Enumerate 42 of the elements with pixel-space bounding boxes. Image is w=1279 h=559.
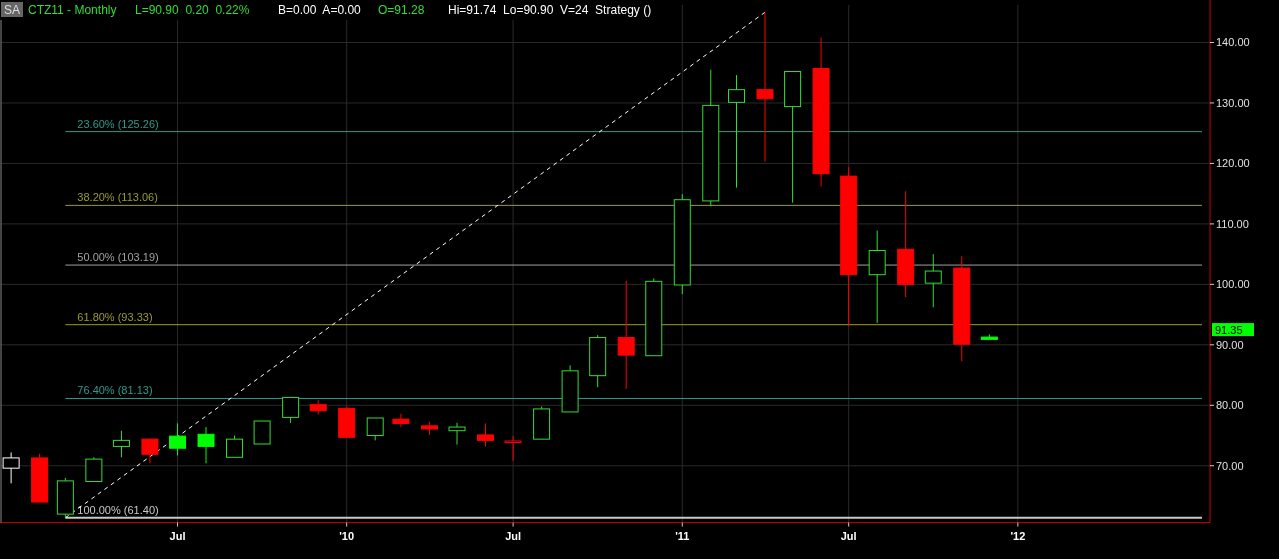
y-tick-label: 130.00 [1216, 96, 1250, 109]
y-tick-label: 100.00 [1216, 278, 1250, 291]
candlestick [812, 37, 830, 187]
ref-line-label: 100.00% (61.40) [77, 503, 159, 516]
chart-title: CTZ11 - Monthly [28, 3, 117, 17]
ref-line-label: 23.60% (125.26) [77, 117, 159, 130]
candlestick [953, 255, 971, 362]
ref-line-label: 38.20% (113.06) [77, 191, 158, 204]
candlestick [504, 435, 522, 462]
candlestick [392, 413, 410, 428]
x-tick-label: Jul [840, 529, 857, 542]
y-tick-label: 120.00 [1216, 157, 1250, 170]
annotation: O=91.28 [378, 3, 425, 17]
candlestick [868, 230, 886, 324]
y-tick-label: 110.00 [1216, 217, 1249, 230]
x-tick-label: '12 [1010, 529, 1026, 542]
ref-line-label: 50.00% (103.19) [77, 251, 159, 264]
x-tick-label: '10 [339, 529, 355, 542]
candlestick [924, 253, 942, 308]
candlestick [756, 11, 774, 163]
annotation: B=0.00 A=0.00 [278, 3, 362, 17]
y-tick-label: 90.00 [1216, 338, 1244, 351]
candlestick [589, 334, 607, 388]
x-tick-label: '11 [675, 529, 690, 542]
text: 91.35 [1215, 323, 1243, 336]
candlestick [897, 190, 915, 298]
ref-line-label: 76.40% (81.13) [77, 384, 153, 397]
y-tick-label: 140.00 [1216, 36, 1250, 49]
candlestick [617, 280, 635, 390]
candlestick [2, 451, 20, 484]
annotation: L=90.90 0.20 0.22% [135, 3, 250, 17]
y-tick-label: 80.00 [1216, 399, 1244, 412]
candlestick [112, 430, 130, 458]
y-tick-label: 70.00 [1216, 459, 1244, 472]
candlestick [728, 74, 746, 189]
annotation: SA [3, 3, 21, 17]
candlestick [448, 422, 466, 446]
candlestick [197, 426, 215, 464]
ref-line-label: 61.80% (93.33) [77, 310, 153, 323]
x-tick-label: Jul [505, 529, 522, 542]
annotation: Hi=91.74 Lo=90.90 V=24 Strategy () [448, 3, 652, 17]
x-tick-label: Jul [169, 529, 186, 542]
